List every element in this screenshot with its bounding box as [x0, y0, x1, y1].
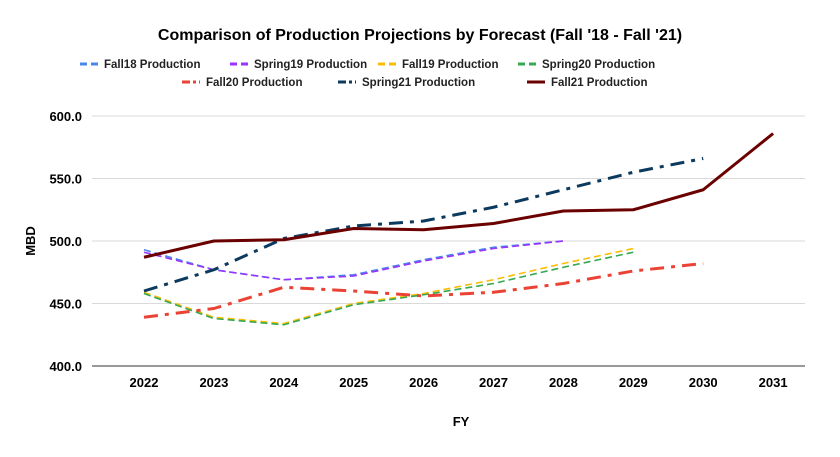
gridlines: [92, 115, 805, 367]
x-tick-label: 2030: [689, 375, 718, 390]
legend-label: Fall18 Production: [104, 59, 201, 71]
legend-item: Fall21 Production: [527, 77, 648, 89]
y-tick-label: 500.0: [49, 234, 82, 249]
x-axis-ticks: 2022 2023 2024 2025 2026 2027 2028 2029 2030 2031: [130, 375, 788, 390]
x-tick-label: 2029: [619, 375, 648, 390]
legend-item: Spring20 Production: [518, 59, 655, 71]
x-tick-label: 2023: [199, 375, 228, 390]
y-tick-label: 550.0: [49, 172, 82, 187]
legend-label: Fall21 Production: [551, 77, 648, 89]
legend-item: Fall19 Production: [378, 59, 499, 71]
y-tick-label: 400.0: [49, 359, 82, 374]
legend-label: Spring20 Production: [542, 59, 655, 71]
series-line-fall19-production: [143, 247, 634, 325]
legend-item: Fall20 Production: [182, 77, 303, 89]
x-axis-label: FY: [453, 414, 470, 429]
x-tick-label: 2025: [339, 375, 368, 390]
x-tick-label: 2031: [759, 375, 788, 390]
x-tick-label: 2024: [269, 375, 299, 390]
y-axis-ticks: 400.0 450.0 500.0 550.0 600.0: [49, 109, 82, 374]
series-line-fall21-production: [143, 132, 775, 259]
x-tick-label: 2026: [409, 375, 438, 390]
legend-label: Spring21 Production: [362, 77, 475, 89]
series-line-fall20-production: [143, 262, 704, 319]
y-tick-label: 600.0: [49, 109, 82, 124]
legend-label: Spring19 Production: [254, 59, 367, 71]
y-axis-label: MBD: [23, 226, 38, 256]
legend-item: Fall18 Production: [80, 59, 201, 71]
series-line-spring21-production: [143, 157, 704, 293]
legend: Fall18 Production Spring19 Production Fall…: [80, 59, 655, 89]
series-line-spring20-production: [143, 251, 634, 326]
series-line-fall18-production: [143, 240, 564, 281]
x-tick-label: 2028: [549, 375, 578, 390]
x-tick-label: 2027: [479, 375, 508, 390]
legend-item: Spring19 Production: [230, 59, 367, 71]
chart-title: Comparison of Production Projections by …: [158, 27, 682, 44]
series-lines: [143, 132, 775, 326]
x-tick-label: 2022: [130, 375, 159, 390]
legend-item: Spring21 Production: [338, 77, 475, 89]
legend-label: Fall19 Production: [402, 59, 499, 71]
y-tick-label: 450.0: [49, 297, 82, 312]
legend-label: Fall20 Production: [206, 77, 303, 89]
